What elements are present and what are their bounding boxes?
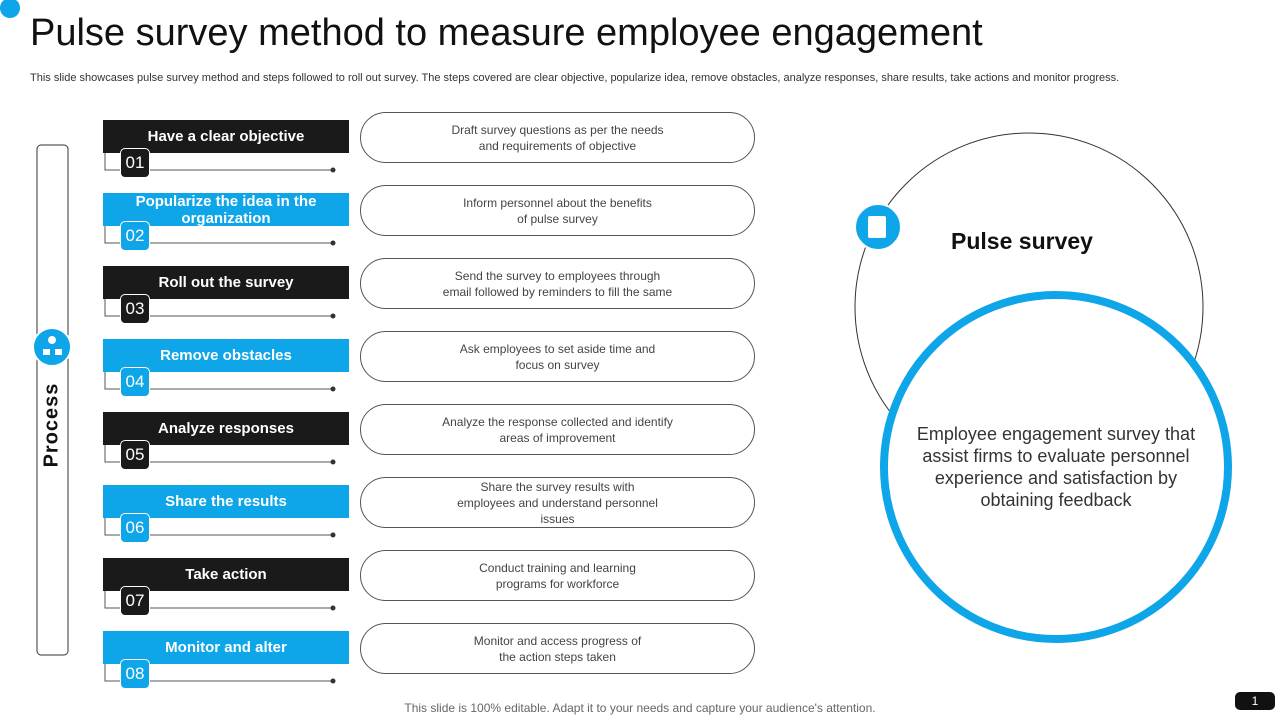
step-dot [330, 678, 336, 684]
step-label: Have a clear objective [103, 120, 349, 153]
title: Pulse survey method to measure employee … [30, 12, 983, 54]
description-line: Share the survey results with [480, 479, 635, 494]
step-connector [104, 518, 333, 536]
step-description: Draft survey questions as per the needs a… [360, 112, 755, 163]
step-description: Inform personnel about the benefits of pu… [360, 185, 755, 236]
step-label: Popularize the idea in the organization [103, 193, 349, 227]
survey-icon-glyph [868, 216, 886, 238]
description-line: Conduct training and learning [479, 560, 636, 575]
process-icon [32, 327, 72, 367]
description-line: the action steps taken [499, 649, 616, 664]
process-label: Process [40, 382, 63, 468]
step-dot [330, 240, 336, 246]
step-label: Roll out the survey [103, 266, 349, 299]
description-line: focus on survey [515, 357, 600, 372]
step-label: Monitor and alter [103, 631, 349, 664]
step-number: 05 [120, 440, 150, 470]
step-number: 03 [120, 294, 150, 324]
step-number: 06 [120, 513, 150, 543]
step-number: 01 [120, 148, 150, 178]
step-label: Share the results [103, 485, 349, 518]
process-bar [36, 144, 69, 656]
step-label: Remove obstacles [103, 339, 349, 372]
description-line: Draft survey questions as per the needs [451, 122, 664, 137]
subtitle: This slide showcases pulse survey method… [30, 72, 1120, 84]
description-line: Inform personnel about the benefits [463, 195, 652, 210]
step-dot [330, 605, 336, 611]
description-line: Monitor and access progress of [473, 633, 642, 648]
step-description: Ask employees to set aside time and focus… [360, 331, 755, 382]
step-dot [330, 532, 336, 538]
step-number: 08 [120, 659, 150, 689]
description-line: Ask employees to set aside time and [459, 341, 656, 356]
step-description: Send the survey to employees through emai… [360, 258, 755, 309]
footer-note: This slide is 100% editable. Adapt it to… [404, 701, 876, 715]
step-connector [104, 372, 333, 390]
step-description: Analyze the response collected and ident… [360, 404, 755, 455]
description-line: of pulse survey [517, 211, 598, 226]
step-connector [104, 445, 333, 463]
blue-circle [880, 291, 1232, 643]
step-description: Monitor and access progress of the action… [360, 623, 755, 674]
description-line: and requirements of objective [478, 138, 637, 153]
description-line: programs for workforce [495, 576, 620, 591]
step-description: Share the survey results with employees a… [360, 477, 755, 528]
circle-text: Employee engagement survey that assist f… [916, 424, 1196, 510]
step-number: 04 [120, 367, 150, 397]
step-connector [104, 591, 333, 609]
step-connector [104, 153, 333, 171]
description-line: Send the survey to employees through [454, 268, 661, 283]
step-shapes [104, 153, 336, 684]
step-connector [104, 299, 333, 317]
step-number: 07 [120, 586, 150, 616]
description-line: Analyze the response collected and ident… [442, 414, 673, 429]
description-line: employees and understand personnel [457, 495, 658, 510]
circle-title: Pulse survey [951, 228, 1093, 254]
page-number: 1 [1251, 694, 1259, 708]
step-label: Take action [103, 558, 349, 591]
step-label: Analyze responses [103, 412, 349, 445]
process-icon-glyph [43, 336, 62, 355]
step-dot [330, 313, 336, 319]
step-dot [330, 386, 336, 392]
step-description: Conduct training and learning programs fo… [360, 550, 755, 601]
description-line: areas of improvement [499, 430, 616, 445]
step-connector [104, 226, 333, 244]
corner-dot [0, 0, 20, 18]
step-number: 02 [120, 221, 150, 251]
step-dot [330, 167, 336, 173]
step-connector [104, 664, 333, 682]
description-line: email followed by reminders to fill the … [442, 284, 673, 299]
step-dot [330, 459, 336, 465]
description-line: issues [540, 511, 575, 526]
page-badge [1235, 692, 1275, 710]
